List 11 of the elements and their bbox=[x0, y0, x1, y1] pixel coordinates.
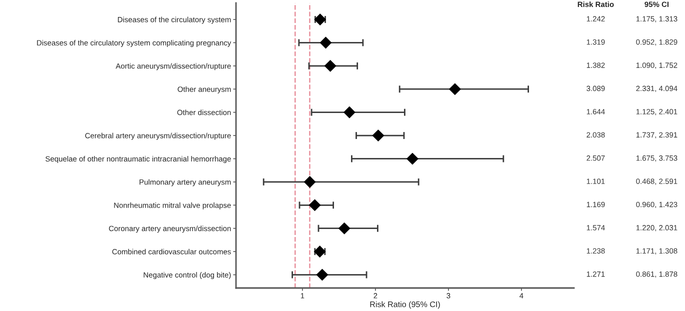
point bbox=[344, 106, 356, 118]
x-axis-title: Risk Ratio (95% CI) bbox=[370, 301, 440, 309]
point bbox=[308, 199, 321, 212]
point bbox=[338, 222, 350, 234]
point bbox=[316, 268, 328, 281]
point bbox=[324, 60, 336, 72]
point bbox=[449, 83, 461, 95]
point bbox=[320, 36, 332, 49]
point bbox=[406, 152, 418, 165]
point bbox=[304, 176, 316, 188]
point bbox=[372, 130, 384, 142]
